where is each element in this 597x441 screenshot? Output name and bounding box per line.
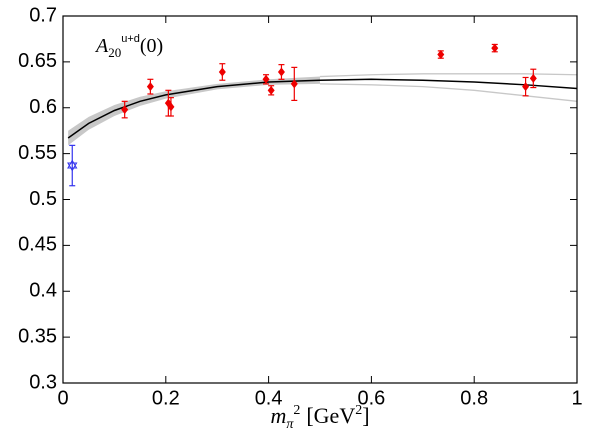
point: [290, 79, 298, 89]
x-label-sub: π: [286, 417, 294, 432]
star-point: [67, 159, 78, 169]
point: [218, 67, 226, 77]
point: [146, 82, 154, 92]
point: [437, 50, 445, 60]
y-tick-label: 0.4: [29, 280, 57, 302]
x-label-unit-end: ]: [362, 403, 369, 428]
y-tick-label: 0.6: [29, 96, 57, 118]
y-tick-label: 0.45: [18, 234, 57, 256]
x-tick-label: 0.4: [255, 387, 283, 409]
x-label-base: m: [270, 403, 286, 428]
point: [522, 82, 530, 92]
x-tick-label: 0: [57, 387, 68, 409]
fit-band-edge: [319, 83, 578, 102]
x-tick-label: 0.6: [357, 387, 385, 409]
point: [277, 67, 285, 77]
y-tick-label: 0.3: [29, 371, 57, 393]
y-tick-label: 0.5: [29, 188, 57, 210]
fit-line: [67, 78, 578, 139]
x-label-sup: 2: [293, 403, 300, 418]
plot-frame: [62, 15, 578, 384]
point: [167, 102, 175, 112]
star-point: [67, 162, 78, 172]
x-tick-label: 0.8: [460, 387, 488, 409]
point: [529, 73, 537, 83]
y-tick-label: 0.65: [18, 50, 57, 72]
y-tick-label: 0.7: [29, 4, 57, 26]
annotation-sup: u+d: [121, 33, 140, 45]
x-label-unit-sup: 2: [355, 403, 362, 418]
point: [491, 43, 499, 53]
point: [267, 85, 275, 95]
annotation-base: A: [94, 35, 109, 57]
fit-band-edge: [319, 73, 578, 78]
annotation-tail: (0): [140, 35, 163, 57]
y-tick-label: 0.35: [18, 325, 57, 347]
x-tick-label: 1: [571, 387, 582, 409]
point: [262, 74, 270, 84]
annotation: A20u+d(0): [94, 33, 163, 60]
point: [121, 105, 129, 115]
x-tick-label: 0.2: [152, 387, 180, 409]
fit-band: [68, 76, 320, 146]
x-axis-label: mπ2 [GeV2]: [270, 403, 369, 432]
y-tick-label: 0.55: [18, 142, 57, 164]
x-label-unit: [GeV: [306, 403, 355, 428]
annotation-sub: 20: [108, 45, 121, 60]
